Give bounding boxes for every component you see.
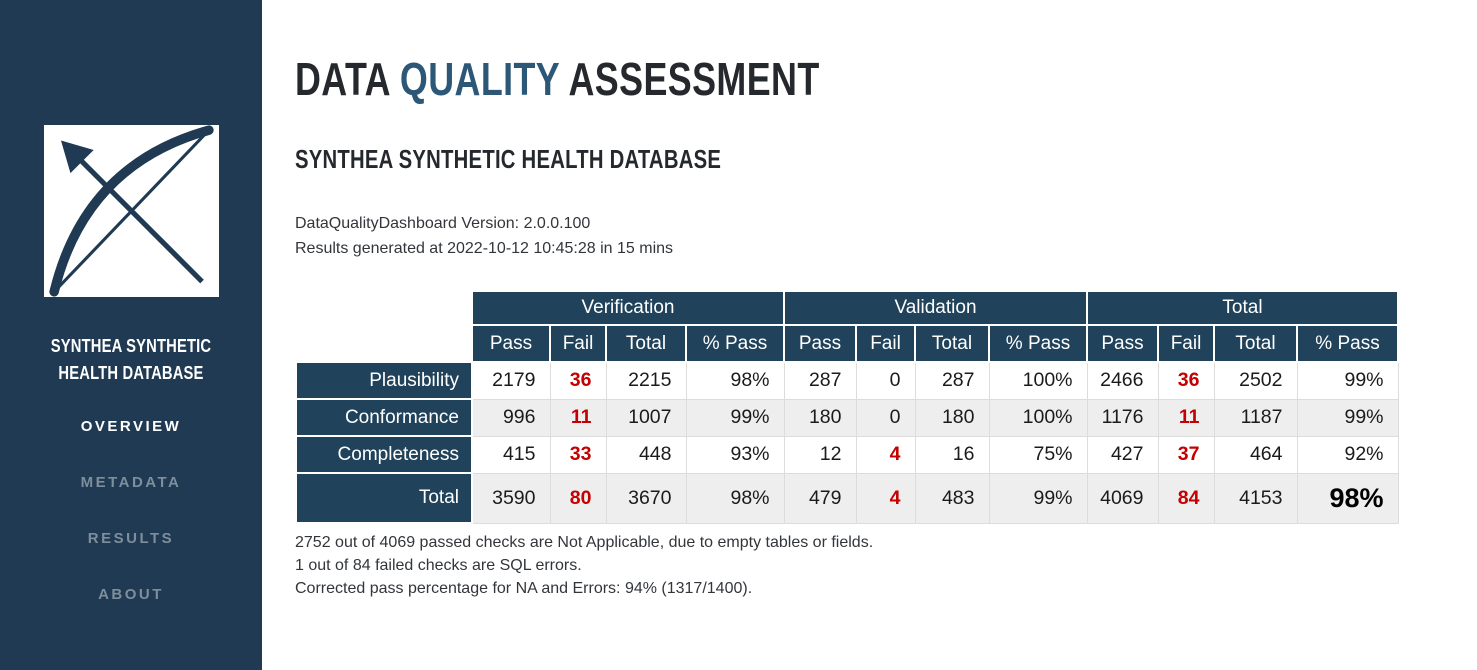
table-cell: 464 [1213, 435, 1298, 474]
table-row-conformance: Conformance 996 11 1007 99% 180 0 180 10… [295, 398, 1399, 437]
sidebar: SYNTHEA SYNTHETIC HEALTH DATABASE OVERVI… [0, 0, 262, 670]
page-title: DATA QUALITY ASSESSMENT [295, 56, 820, 102]
col-header-pct-pass: % Pass [988, 324, 1088, 363]
table-cell: 287 [783, 361, 857, 400]
table-cell-fail: 36 [549, 361, 607, 400]
table-row-total: Total 3590 80 3670 98% 479 4 483 99% 406… [295, 472, 1399, 524]
table-row-completeness: Completeness 415 33 448 93% 12 4 16 75% … [295, 435, 1399, 474]
table-cell: 100% [988, 361, 1088, 400]
table-row-plausibility: Plausibility 2179 36 2215 98% 287 0 287 … [295, 361, 1399, 400]
row-label: Completeness [295, 435, 473, 474]
table-cell-fail: 80 [549, 472, 607, 524]
table-cell-fail: 4 [855, 435, 916, 474]
table-cell: 99% [685, 398, 785, 437]
table-cell-fail: 36 [1157, 361, 1215, 400]
table-cell: 2502 [1213, 361, 1298, 400]
page-subtitle: SYNTHEA SYNTHETIC HEALTH DATABASE [295, 144, 722, 174]
sidebar-item-results[interactable]: RESULTS [87, 530, 175, 547]
overall-pass-rate: 98% [1296, 472, 1399, 524]
table-cell: 996 [471, 398, 551, 437]
col-header-pass: Pass [1086, 324, 1159, 363]
table-cell: 180 [914, 398, 990, 437]
table-cell: 99% [1296, 398, 1399, 437]
table-cell: 98% [685, 361, 785, 400]
table-cell: 2179 [471, 361, 551, 400]
col-header-fail: Fail [1157, 324, 1215, 363]
table-cell: 1187 [1213, 398, 1298, 437]
sidebar-nav: OVERVIEW METADATA RESULTS ABOUT [0, 407, 262, 631]
table-cell: 16 [914, 435, 990, 474]
table-cell-fail: 0 [855, 361, 916, 400]
table-cell: 287 [914, 361, 990, 400]
sidebar-database-title: SYNTHEA SYNTHETIC HEALTH DATABASE [50, 336, 212, 383]
table-cell: 1007 [605, 398, 687, 437]
bow-and-arrow-icon [45, 125, 217, 297]
table-cell: 100% [988, 398, 1088, 437]
table-cell: 93% [685, 435, 785, 474]
table-cell: 98% [685, 472, 785, 524]
overview-results-table: Verification Validation Total Pass Fail … [295, 290, 1399, 524]
row-label: Conformance [295, 398, 473, 437]
table-corner-cell [296, 325, 472, 362]
sidebar-item-overview[interactable]: OVERVIEW [80, 418, 182, 435]
table-cell-fail: 11 [1157, 398, 1215, 437]
footnote-na: 2752 out of 4069 passed checks are Not A… [295, 534, 874, 551]
table-cell: 99% [1296, 361, 1399, 400]
table-cell: 92% [1296, 435, 1399, 474]
table-cell: 2466 [1086, 361, 1159, 400]
col-header-total: Total [605, 324, 687, 363]
table-cell-fail: 33 [549, 435, 607, 474]
table-cell: 3670 [605, 472, 687, 524]
app-logo [43, 125, 219, 297]
table-corner-cell [296, 291, 472, 325]
footnote-sql-errors: 1 out of 84 failed checks are SQL errors… [295, 557, 582, 574]
table-cell-fail: 0 [855, 398, 916, 437]
table-cell-fail: 4 [855, 472, 916, 524]
title-prefix: DATA [295, 53, 400, 105]
table-cell-fail: 84 [1157, 472, 1215, 524]
table-cell: 4069 [1086, 472, 1159, 524]
col-header-pass: Pass [783, 324, 857, 363]
run-metadata: DataQualityDashboard Version: 2.0.0.100 … [295, 211, 1477, 261]
group-header-total: Total [1086, 290, 1399, 326]
table-cell-fail: 11 [549, 398, 607, 437]
title-accent: QUALITY [399, 53, 560, 105]
table-cell: 448 [605, 435, 687, 474]
table-cell: 415 [471, 435, 551, 474]
main-content: DATA QUALITY ASSESSMENT SYNTHEA SYNTHETI… [262, 0, 1477, 670]
table-cell: 2215 [605, 361, 687, 400]
title-suffix: ASSESSMENT [559, 53, 820, 105]
table-cell: 12 [783, 435, 857, 474]
col-header-fail: Fail [855, 324, 916, 363]
table-cell: 99% [988, 472, 1088, 524]
sidebar-item-metadata[interactable]: METADATA [80, 474, 182, 491]
row-label: Plausibility [295, 361, 473, 400]
generated-text: Results generated at 2022-10-12 10:45:28… [295, 240, 674, 257]
sidebar-item-about[interactable]: ABOUT [98, 586, 164, 603]
footnote-corrected-pct: Corrected pass percentage for NA and Err… [295, 580, 753, 597]
col-header-pct-pass: % Pass [1296, 324, 1399, 363]
table-cell: 3590 [471, 472, 551, 524]
col-header-fail: Fail [549, 324, 607, 363]
table-cell: 1176 [1086, 398, 1159, 437]
footnotes: 2752 out of 4069 passed checks are Not A… [295, 531, 1477, 600]
row-label: Total [295, 472, 473, 524]
table-cell: 479 [783, 472, 857, 524]
table-cell: 180 [783, 398, 857, 437]
col-header-pct-pass: % Pass [685, 324, 785, 363]
table-cell-fail: 37 [1157, 435, 1215, 474]
col-header-pass: Pass [471, 324, 551, 363]
table-cell: 75% [988, 435, 1088, 474]
table-cell: 483 [914, 472, 990, 524]
version-text: DataQualityDashboard Version: 2.0.0.100 [295, 215, 591, 232]
table-cell: 427 [1086, 435, 1159, 474]
col-header-total: Total [914, 324, 990, 363]
group-header-validation: Validation [783, 290, 1088, 326]
col-header-total: Total [1213, 324, 1298, 363]
table-cell: 4153 [1213, 472, 1298, 524]
group-header-verification: Verification [471, 290, 785, 326]
